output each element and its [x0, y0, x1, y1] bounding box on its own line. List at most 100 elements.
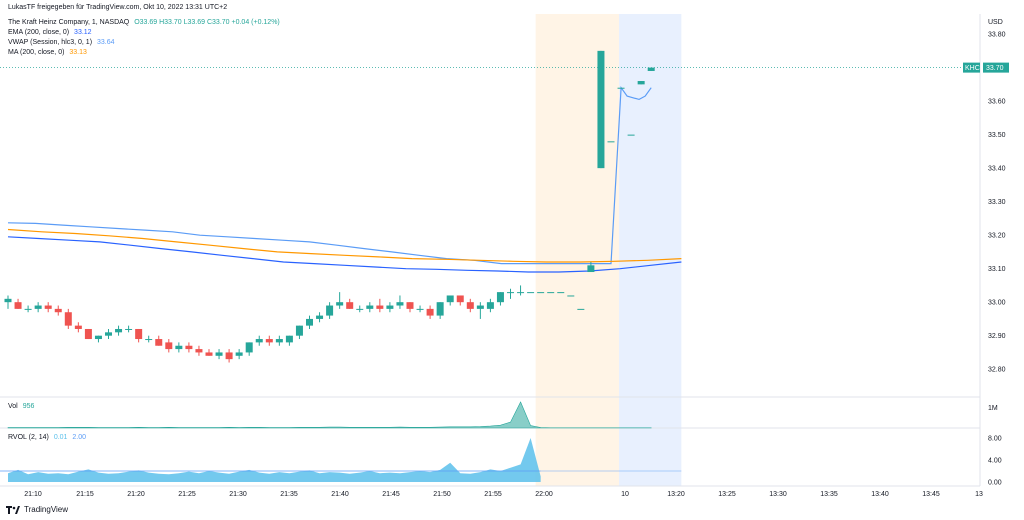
candle — [34, 302, 42, 313]
ma-legend[interactable]: MA (200, close, 0) 33.13 — [8, 48, 90, 58]
y-tick-label-2: 33.60 — [988, 99, 1006, 106]
candle-body — [496, 292, 504, 303]
candle-body — [125, 328, 133, 330]
candle — [105, 328, 112, 340]
candle — [4, 295, 12, 309]
rvol-tick-label-0: 8.00 — [988, 436, 1002, 443]
candle — [436, 302, 444, 319]
candle-body — [456, 295, 464, 303]
ohlc-values: O33.69 H33.70 L33.69 C33.70 +0.04 (+0.12… — [134, 19, 280, 26]
candle-body — [446, 295, 454, 303]
candle — [426, 305, 434, 319]
candle-body — [185, 345, 193, 350]
candle-body — [255, 339, 263, 343]
x-tick-label-0: 21:10 — [24, 491, 42, 498]
candle-body — [476, 305, 484, 309]
candle — [115, 325, 123, 336]
candle-body — [24, 308, 32, 310]
candle — [175, 342, 183, 353]
last-price-value: 33.70 — [986, 65, 1004, 72]
candle-body — [94, 335, 102, 340]
candle — [456, 295, 464, 306]
candle — [607, 141, 615, 143]
candle-body — [507, 292, 514, 294]
vwap-value: 33.64 — [97, 39, 115, 46]
candle-body — [637, 81, 645, 85]
candle — [255, 335, 263, 346]
ema-legend[interactable]: EMA (200, close, 0) 33.12 — [8, 28, 95, 38]
candle-body — [577, 308, 585, 310]
rvol-legend[interactable]: RVOL (2, 14) 0.01 2.00 — [8, 433, 89, 443]
candle — [476, 302, 484, 319]
ma-line — [7, 228, 682, 263]
symbol-name: The Kraft Heinz Company, 1, NASDAQ — [8, 19, 130, 26]
candle-body — [647, 67, 655, 71]
candle-body — [306, 318, 313, 326]
candle — [64, 308, 72, 329]
candle — [145, 335, 153, 343]
x-tick-label-6: 21:40 — [331, 491, 349, 498]
x-tick-label-9: 21:55 — [484, 491, 502, 498]
candle — [396, 295, 404, 309]
candle — [235, 349, 243, 360]
candle-body — [175, 345, 183, 350]
candle — [366, 302, 374, 313]
candle-body — [396, 302, 404, 306]
candle-body — [366, 305, 374, 309]
candle-body — [74, 325, 82, 329]
footer-brand[interactable]: TradingView — [6, 505, 68, 514]
candle-body — [517, 292, 525, 294]
candle — [135, 328, 143, 343]
rvol-tick-label-2: 0.00 — [988, 480, 1002, 487]
candle — [94, 335, 102, 343]
candle-body — [547, 292, 555, 294]
y-tick-label-5: 33.30 — [988, 199, 1006, 206]
x-tick-label-5: 21:35 — [280, 491, 298, 498]
last-price-symbol-box — [963, 62, 980, 73]
candle — [386, 302, 394, 313]
volume-value: 956 — [22, 403, 35, 410]
y-tick-label-4: 33.40 — [988, 166, 1006, 173]
candle-body — [386, 305, 394, 309]
vwap-legend[interactable]: VWAP (Session, hlc3, 0, 1) 33.64 — [8, 38, 118, 48]
candle — [84, 328, 92, 340]
x-tick-label-18: 13 — [975, 491, 983, 498]
candle — [316, 312, 324, 323]
y-tick-label-10: 32.80 — [988, 367, 1006, 374]
x-tick-label-1: 21:15 — [76, 491, 94, 498]
candle — [336, 292, 344, 309]
rvol-area — [8, 438, 541, 482]
rvol-label: RVOL (2, 14) — [8, 434, 49, 441]
candle — [486, 298, 494, 313]
candle-body — [466, 302, 474, 309]
candle — [125, 325, 133, 333]
candle — [376, 298, 384, 313]
candle-body — [627, 134, 635, 136]
candle-body — [245, 342, 253, 353]
candle — [265, 335, 273, 346]
candle — [557, 292, 565, 294]
candle-body — [436, 302, 444, 316]
candle — [245, 342, 253, 356]
candle — [496, 292, 504, 306]
candle-body — [557, 292, 565, 294]
candle — [295, 325, 303, 340]
volume-legend[interactable]: Vol 956 — [8, 402, 37, 412]
ema-line — [7, 236, 682, 273]
x-tick-label-11: 10 — [621, 491, 629, 498]
candle-body — [14, 302, 22, 309]
candle — [547, 292, 555, 294]
candle — [637, 81, 645, 85]
candle — [44, 302, 52, 313]
candle-body — [84, 328, 92, 340]
candle — [326, 302, 334, 319]
x-tick-label-14: 13:30 — [769, 491, 787, 498]
candle — [577, 308, 585, 310]
x-tick-label-2: 21:20 — [127, 491, 145, 498]
candle — [507, 288, 514, 299]
candle — [74, 322, 82, 333]
candle-body — [135, 328, 143, 340]
x-tick-label-17: 13:45 — [922, 491, 940, 498]
candle-body — [346, 302, 354, 309]
